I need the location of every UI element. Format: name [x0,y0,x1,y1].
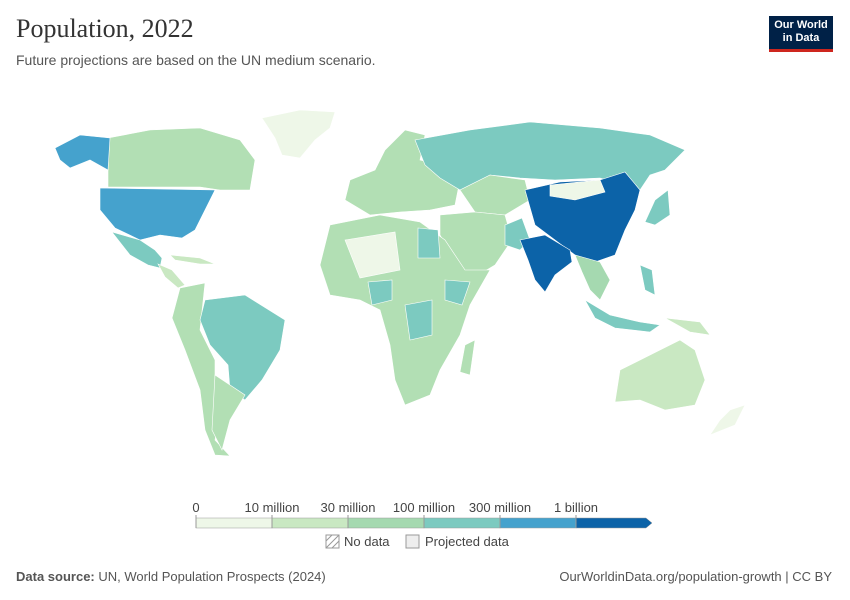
legend-label: 1 billion [554,500,598,515]
mexico [111,231,163,269]
ethiopia [444,279,471,306]
world-map [54,109,746,457]
legend-label: 30 million [321,500,376,515]
legend-label: 100 million [393,500,455,515]
brazil [199,294,286,401]
canada [107,127,256,191]
usa [99,187,216,241]
source: Data source: UN, World Population Prospe… [16,569,326,584]
alaska [54,134,111,171]
legend-swatch [499,517,577,529]
no-data-label: No data [344,534,390,549]
philippines [639,264,656,296]
logo[interactable]: Our World in Data [769,16,833,52]
japan [644,189,671,226]
legend-swatch [195,517,273,529]
legend: 0 10 million 30 million 100 million 300 mill… [192,500,653,529]
nigeria [367,279,393,306]
projected-label: Projected data [425,534,510,549]
legend-label: 300 million [469,500,531,515]
subtitle: Future projections are based on the UN m… [16,52,376,68]
australia [614,339,706,411]
link[interactable]: OurWorldinData.org/population-growth | C… [559,569,832,584]
logo-line: in Data [782,32,820,44]
hatch [325,534,340,549]
source-label: Data source: [16,569,95,584]
logo-line: Our World [774,19,828,31]
greenland [261,109,336,159]
legend-swatch [347,517,425,529]
legend-swatch [271,517,349,529]
russia [414,121,686,191]
indonesia [584,299,661,333]
egypt [417,227,441,259]
new-zealand [709,404,746,436]
legend-swatch [575,517,653,529]
legend-label: 0 [192,500,199,515]
mongolia [549,179,606,201]
title: Population, 2022 [16,14,194,43]
caribbean [169,254,216,265]
source-text: UN, World Population Prospects (2024) [98,569,326,584]
india [519,234,573,293]
madagascar [459,339,476,376]
new-guinea [664,317,711,336]
legend-label: 10 million [245,500,300,515]
drc [404,299,433,341]
southeast-asia [574,254,611,301]
legend-swatch [423,517,501,529]
central-america [157,263,186,289]
argentina [211,374,246,451]
sahara [344,231,401,279]
projected-swatch [405,534,420,549]
